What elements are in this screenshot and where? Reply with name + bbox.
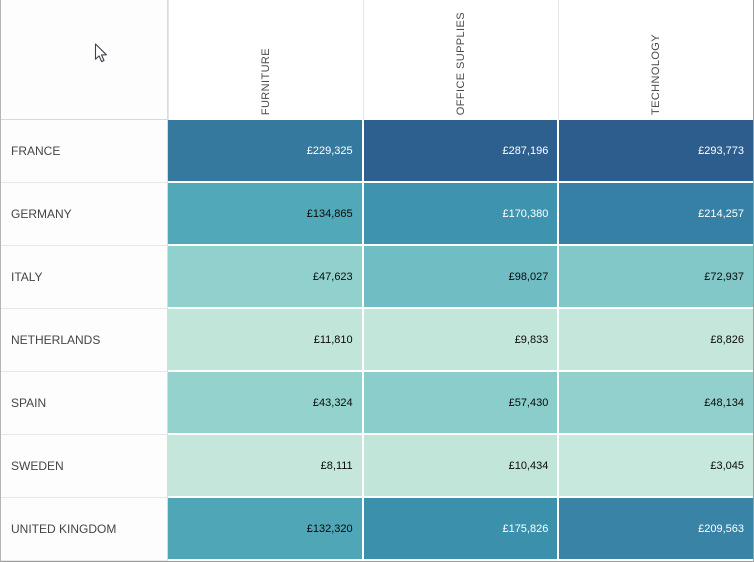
heatmap-cell-france-office-supplies[interactable]: £287,196	[363, 120, 558, 181]
mouse-cursor-icon	[94, 43, 107, 63]
heatmap-cell-france-technology[interactable]: £293,773	[559, 120, 753, 181]
table-row-italy: ITALY £47,623 £98,027 £72,937	[1, 246, 753, 309]
heatmap-cell-sweden-technology[interactable]: £3,045	[559, 435, 753, 496]
heatmap-cell-netherlands-furniture[interactable]: £11,810	[168, 309, 362, 370]
table-row-spain: SPAIN £43,324 £57,430 £48,134	[1, 372, 753, 435]
column-header-label: FURNITURE	[260, 47, 272, 115]
heatmap-cell-netherlands-technology[interactable]: £8,826	[559, 309, 753, 370]
heatmap-cell-germany-furniture[interactable]: £134,865	[168, 183, 362, 244]
heatmap-cell-spain-furniture[interactable]: £43,324	[168, 372, 362, 433]
table-row-united-kingdom: UNITED KINGDOM £132,320 £175,826 £209,56…	[1, 498, 753, 561]
row-label-italy[interactable]: ITALY	[1, 246, 168, 309]
column-header-office-supplies[interactable]: OFFICE SUPPLIES	[363, 0, 558, 120]
heatmap-cell-sweden-office-supplies[interactable]: £10,434	[363, 435, 558, 496]
corner-cell	[1, 0, 168, 120]
column-header-technology[interactable]: TECHNOLOGY	[558, 0, 753, 120]
heatmap-cell-spain-office-supplies[interactable]: £57,430	[363, 372, 558, 433]
row-label-netherlands[interactable]: NETHERLANDS	[1, 309, 168, 372]
heatmap-cell-united-kingdom-office-supplies[interactable]: £175,826	[363, 498, 558, 559]
table-row-france: FRANCE £229,325 £287,196 £293,773	[1, 120, 753, 183]
heatmap-cell-france-furniture[interactable]: £229,325	[168, 120, 362, 181]
heatmap-cell-netherlands-office-supplies[interactable]: £9,833	[363, 309, 558, 370]
heatmap-cell-spain-technology[interactable]: £48,134	[559, 372, 753, 433]
heatmap-cell-germany-office-supplies[interactable]: £170,380	[363, 183, 558, 244]
row-label-spain[interactable]: SPAIN	[1, 372, 168, 435]
heatmap-cell-united-kingdom-technology[interactable]: £209,563	[559, 498, 753, 559]
row-label-germany[interactable]: GERMANY	[1, 183, 168, 246]
row-label-united-kingdom[interactable]: UNITED KINGDOM	[1, 498, 168, 561]
heatmap-cell-germany-technology[interactable]: £214,257	[559, 183, 753, 244]
column-header-furniture[interactable]: FURNITURE	[168, 0, 363, 120]
heatmap-cell-italy-furniture[interactable]: £47,623	[168, 246, 362, 307]
heatmap-cell-italy-technology[interactable]: £72,937	[559, 246, 753, 307]
table-row-netherlands: NETHERLANDS £11,810 £9,833 £8,826	[1, 309, 753, 372]
heatmap-cell-italy-office-supplies[interactable]: £98,027	[363, 246, 558, 307]
column-header-label: TECHNOLOGY	[650, 33, 662, 115]
row-label-france[interactable]: FRANCE	[1, 120, 168, 183]
table-row-sweden: SWEDEN £8,111 £10,434 £3,045	[1, 435, 753, 498]
column-header-row: FURNITURE OFFICE SUPPLIES TECHNOLOGY	[1, 0, 753, 120]
heatmap-cell-sweden-furniture[interactable]: £8,111	[168, 435, 362, 496]
row-label-sweden[interactable]: SWEDEN	[1, 435, 168, 498]
column-header-label: OFFICE SUPPLIES	[455, 11, 467, 115]
heatmap-cell-united-kingdom-furniture[interactable]: £132,320	[168, 498, 362, 559]
table-row-germany: GERMANY £134,865 £170,380 £214,257	[1, 183, 753, 246]
